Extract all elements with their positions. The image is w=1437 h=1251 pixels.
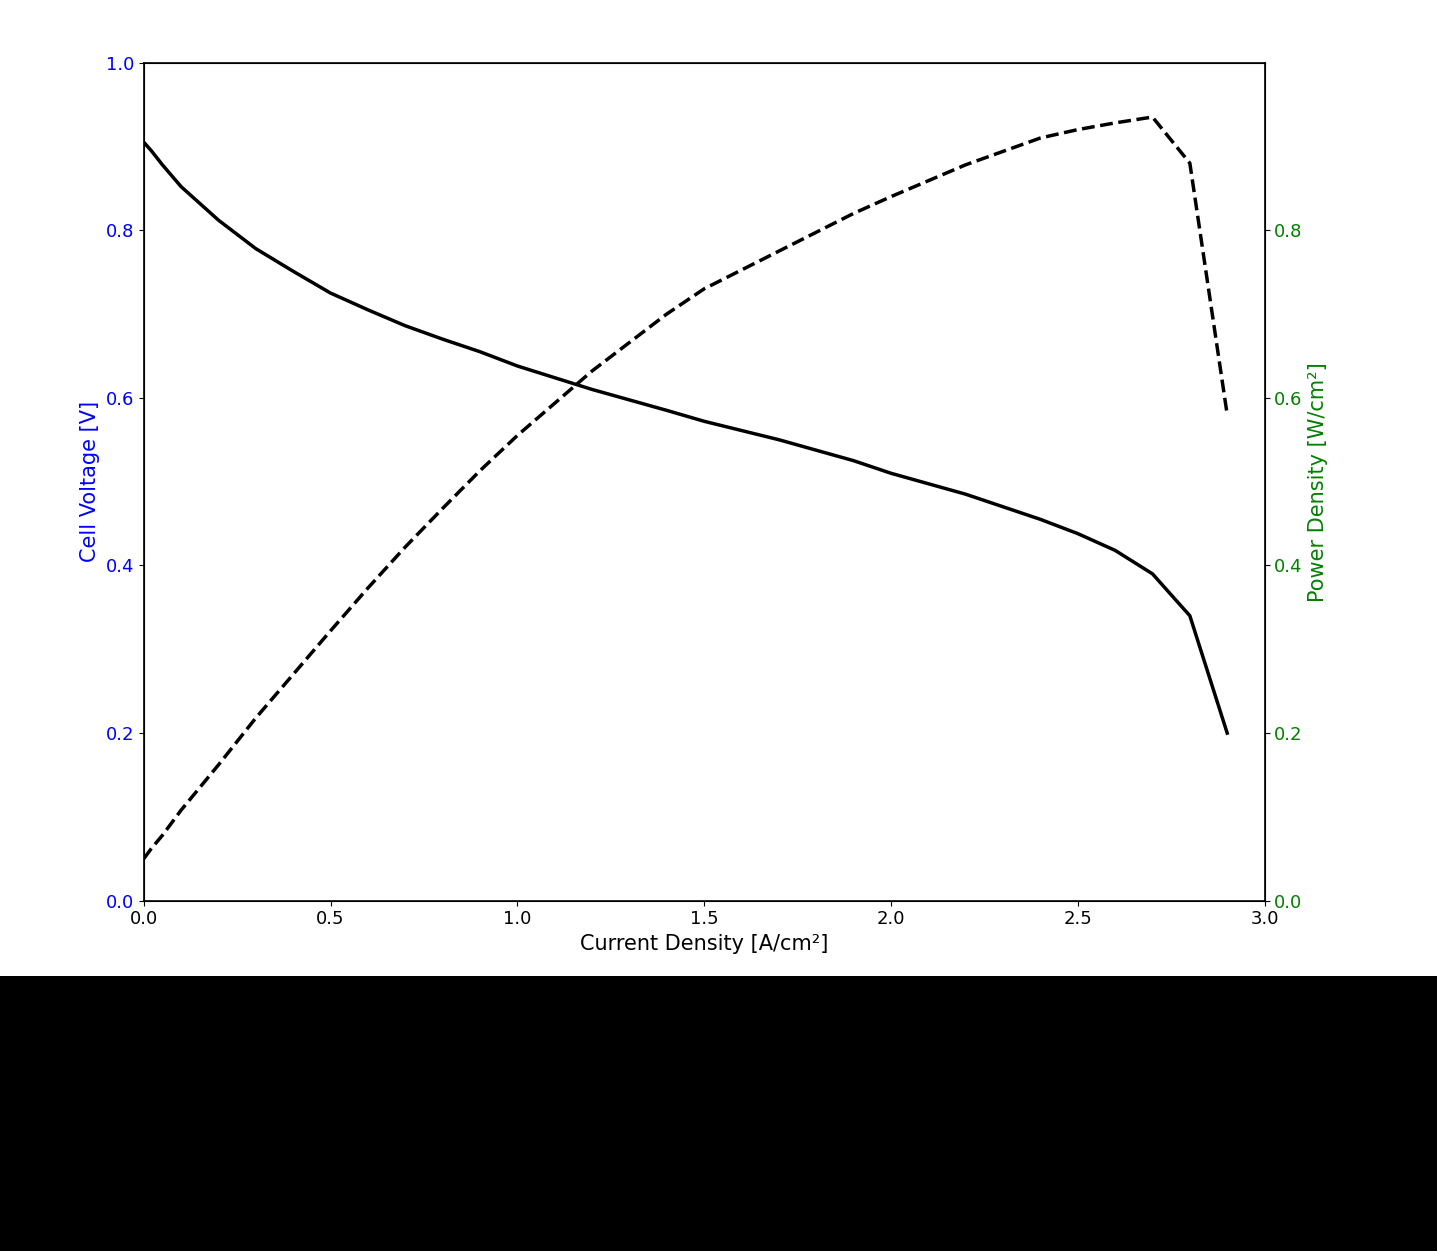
Y-axis label: Power Density [W/cm²]: Power Density [W/cm²]: [1308, 362, 1328, 602]
X-axis label: Current Density [A/cm²]: Current Density [A/cm²]: [581, 934, 828, 955]
Y-axis label: Cell Voltage [V]: Cell Voltage [V]: [80, 402, 101, 562]
